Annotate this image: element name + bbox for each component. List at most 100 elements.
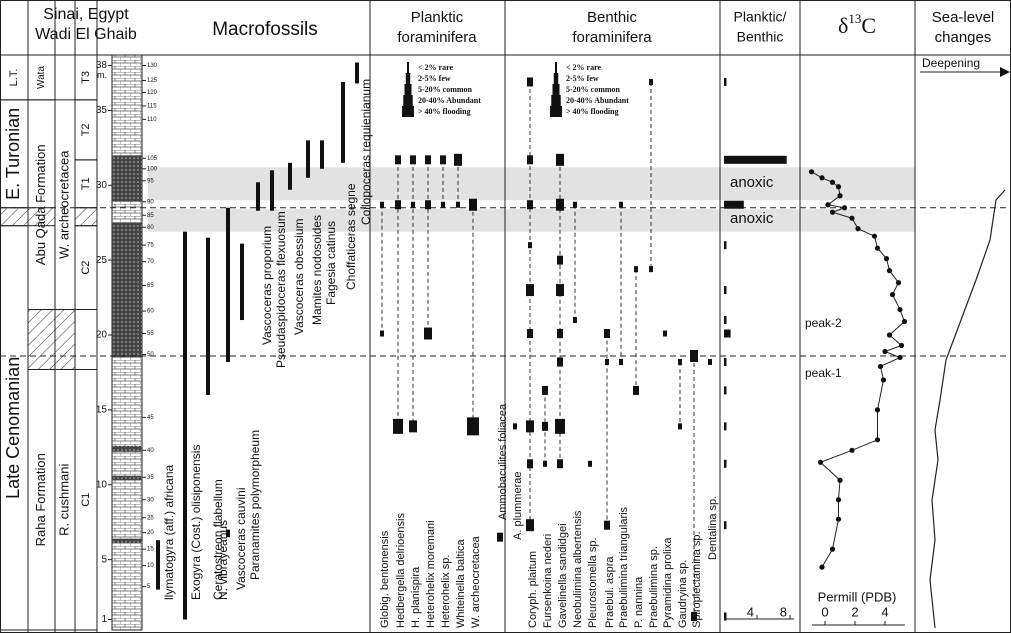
- isotope-point: [886, 268, 893, 274]
- occurrence: [513, 423, 517, 430]
- x-axis-label: Permill (PDB): [818, 589, 897, 604]
- occurrence: [454, 153, 462, 166]
- occurrence: [691, 612, 697, 622]
- sample-tick-label: 35: [147, 475, 154, 481]
- occurrence: [528, 242, 532, 249]
- legend-label: > 40% flooding: [418, 107, 471, 116]
- legend-box: [399, 57, 496, 119]
- ratio-bar: [724, 357, 727, 366]
- x-tick-label: 4: [881, 604, 888, 619]
- range-bar: [183, 231, 187, 620]
- occurrence: [605, 358, 609, 365]
- range-bar: [206, 237, 210, 395]
- header-sea-level: changes: [935, 29, 992, 46]
- isotope-point: [835, 497, 842, 503]
- sample-tick-label: 105: [147, 156, 158, 162]
- ratio-bar: [724, 77, 727, 86]
- species-label: Spiroplectamina sp.: [691, 531, 703, 628]
- legend-label: < 2% rare: [566, 63, 602, 72]
- header-pb: Planktic/: [734, 9, 787, 25]
- isotope-point: [825, 202, 831, 208]
- unit-label: C1: [80, 493, 92, 507]
- lithology-dark-bed: [112, 475, 142, 481]
- species-label: Dentalina sp.: [707, 496, 719, 560]
- occurrence: [527, 200, 533, 210]
- isotope-point: [817, 459, 824, 465]
- occurrence: [573, 201, 577, 208]
- header-sea-level: Sea-level: [932, 9, 995, 26]
- isotope-point: [874, 437, 881, 443]
- occurrence: [708, 358, 712, 365]
- unit-label: Abu Qada Formation: [33, 144, 48, 265]
- unit-label: Late Cenomanian: [3, 357, 23, 499]
- hatched-interval: [74, 207, 98, 227]
- species-label: H. planispira: [410, 566, 422, 628]
- sample-tick-label: 75: [147, 243, 154, 249]
- isotope-point: [874, 407, 881, 413]
- occurrence: [380, 201, 384, 208]
- legend-swatch: [407, 62, 409, 73]
- sample-tick-label: 55: [147, 331, 154, 337]
- species-label: Vascoceras cauvini: [234, 488, 248, 591]
- species-label: P. nannina: [633, 576, 645, 628]
- occurrence: [619, 201, 623, 208]
- occurrence: [527, 155, 533, 165]
- range-bar: [306, 140, 310, 178]
- occurrence: [526, 284, 534, 297]
- occurrence: [678, 358, 682, 365]
- sample-tick-label: 15: [147, 547, 154, 553]
- occurrence: [604, 520, 610, 530]
- isotope-point: [874, 245, 881, 251]
- range-bar: [240, 243, 244, 321]
- sample-tick-label: 90: [147, 199, 154, 205]
- unit-label: C2: [80, 261, 92, 275]
- range-bar: [320, 140, 324, 169]
- ratio-bar: [724, 422, 727, 431]
- depth-tick-label: 5: [101, 554, 107, 565]
- isotope-point: [835, 516, 842, 522]
- unit-label: T1: [80, 177, 92, 190]
- lithology-dark-bed: [112, 445, 142, 452]
- occurrence: [619, 358, 623, 365]
- occurrence: [556, 153, 564, 166]
- occurrence: [678, 423, 682, 430]
- species-label: Coilopoceras requienianum: [359, 79, 373, 225]
- header-section: Wadi El Ghaib: [35, 26, 137, 43]
- species-label: llymatogyra (aff.) africana: [162, 465, 176, 600]
- unit-label: E. Turonian: [3, 108, 23, 200]
- isotope-point: [898, 342, 905, 349]
- legend-swatch: [405, 73, 411, 84]
- species-label: Paranamites polymorpheum: [248, 430, 262, 580]
- isotope-point: [808, 169, 815, 175]
- isotope-point: [829, 179, 836, 185]
- species-label: Exogyra (Cost.) olisiponensis: [189, 445, 203, 600]
- depth-tick-label: 35: [96, 105, 108, 116]
- species-label: W. archeocretacea: [470, 535, 482, 628]
- sample-tick-label: 60: [147, 309, 154, 315]
- ratio-bar: [724, 459, 727, 468]
- isotope-point: [877, 363, 884, 370]
- sample-tick-label: 25: [147, 515, 154, 521]
- depth-tick-label: 15: [96, 405, 108, 416]
- x-tick-label: 0: [821, 604, 828, 619]
- species-label: Mamites nodosoides: [310, 215, 324, 325]
- sample-tick-label: 65: [147, 283, 154, 289]
- species-label: Pseudaspidoceras flexuosum: [274, 211, 288, 368]
- occurrence: [393, 418, 403, 434]
- ratio-bar: [724, 286, 727, 295]
- species-label: Heterohelix moremani: [425, 520, 437, 628]
- legend-label: 2-5% few: [566, 74, 599, 83]
- hatched-interval: [27, 309, 56, 370]
- isotope-point: [886, 332, 893, 338]
- peak-label: peak-2: [805, 316, 842, 330]
- isotope-point: [841, 205, 848, 211]
- range-bar: [355, 62, 359, 84]
- occurrence: [557, 255, 563, 265]
- sample-tick-label: 80: [147, 225, 154, 231]
- sample-tick-label: 115: [147, 103, 157, 109]
- sample-tick-label: 85: [147, 213, 154, 219]
- occurrence: [380, 330, 384, 337]
- range-bar: [256, 182, 260, 211]
- occurrence: [527, 329, 533, 339]
